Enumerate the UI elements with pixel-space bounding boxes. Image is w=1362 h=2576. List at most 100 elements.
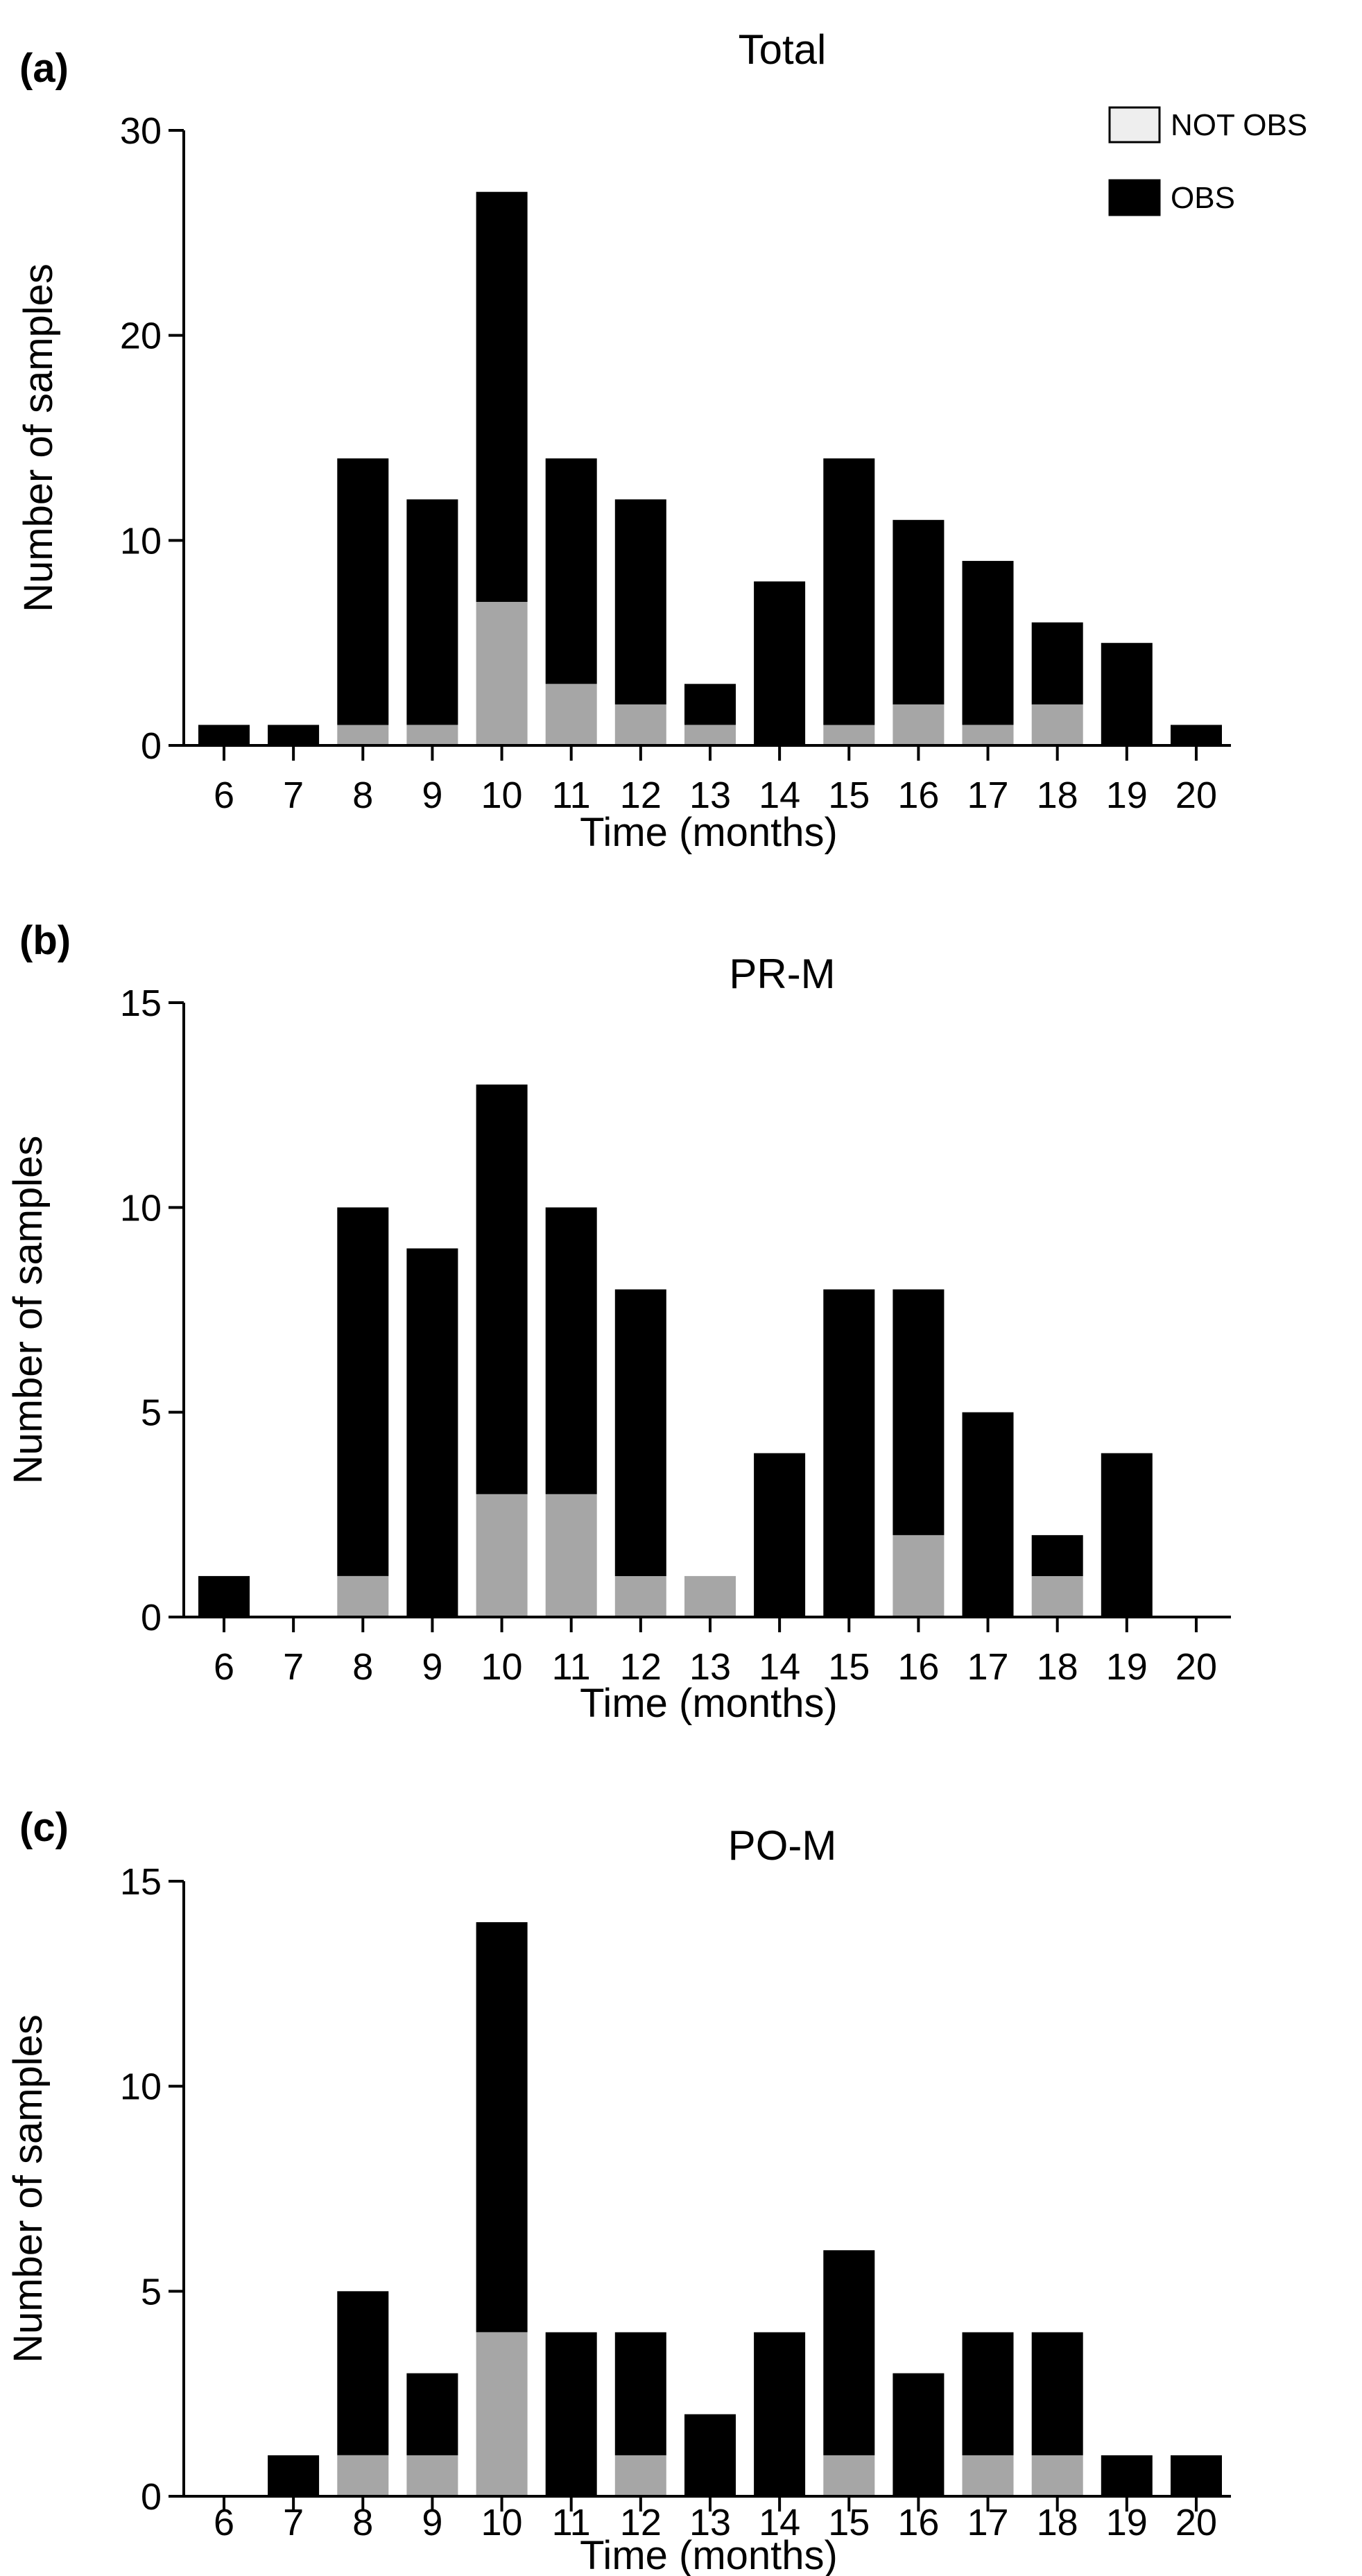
bar-not-obs [476,602,528,745]
bar-obs [268,2455,320,2496]
x-tick-label: 12 [620,775,662,816]
x-tick-label: 6 [214,775,234,816]
x-tick-label: 8 [352,2502,373,2543]
bar-obs [1171,2455,1222,2496]
bar-not-obs [1031,704,1083,745]
bar-not-obs [823,2455,875,2496]
x-tick-label: 17 [967,1646,1009,1688]
bar-obs [406,2373,458,2455]
chart-title: Total [739,26,827,73]
panel-label: (a) [19,46,69,91]
bar-not-obs [476,1494,528,1617]
bar-obs [337,1207,389,1576]
x-tick-label: 13 [689,2502,731,2543]
x-tick-label: 6 [214,1646,234,1688]
bar-not-obs [893,1535,945,1617]
x-tick-label: 13 [689,775,731,816]
y-axis-label: Number of samples [16,263,61,612]
x-tick-label: 19 [1106,775,1148,816]
y-tick-label: 0 [141,1597,162,1639]
x-tick-label: 7 [283,2502,304,2543]
panel-label: (c) [19,1805,69,1850]
y-tick-label: 10 [120,2066,162,2108]
bar-obs [337,2291,389,2455]
x-tick-label: 9 [422,2502,442,2543]
x-tick-label: 15 [828,1646,870,1688]
y-tick-label: 20 [120,315,162,357]
y-tick-label: 10 [120,1187,162,1229]
bar-obs [893,2373,945,2496]
y-tick-label: 5 [141,2271,162,2313]
x-tick-label: 14 [759,775,800,816]
bar-obs [1101,643,1153,745]
x-tick-label: 10 [481,2502,523,2543]
bar-obs [1031,1535,1083,1576]
x-tick-label: 14 [759,1646,800,1688]
x-tick-label: 18 [1037,2502,1078,2543]
x-tick-label: 11 [552,1646,591,1688]
bar-obs [337,458,389,725]
x-tick-label: 12 [620,1646,662,1688]
x-tick-label: 8 [352,1646,373,1688]
bar-obs [684,2414,736,2496]
x-tick-label: 9 [422,1646,442,1688]
bar-obs [614,499,666,704]
bar-obs [476,1922,528,2333]
y-tick-label: 0 [141,725,162,767]
bar-obs [754,581,806,745]
x-tick-label: 12 [620,2502,662,2543]
bar-obs [614,2332,666,2455]
bar-not-obs [545,1494,597,1617]
bar-obs [545,458,597,684]
panel-label: (b) [19,918,71,963]
bar-obs [476,191,528,602]
bar-obs [684,684,736,725]
x-tick-label: 20 [1175,2502,1217,2543]
bar-obs [962,1412,1014,1617]
x-tick-label: 15 [828,2502,870,2543]
x-tick-label: 20 [1175,775,1217,816]
bar-obs [1101,1453,1153,1617]
bar-not-obs [406,2455,458,2496]
bar-not-obs [684,725,736,745]
bar-obs [1031,2332,1083,2455]
bar-not-obs [476,2332,528,2496]
legend-swatch-not-obs [1108,106,1161,144]
bar-obs [198,725,250,745]
x-tick-label: 9 [422,775,442,816]
bar-obs [1031,622,1083,704]
bar-not-obs [1031,2455,1083,2496]
x-tick-label: 7 [283,775,304,816]
x-tick-label: 16 [897,775,939,816]
x-tick-label: 16 [897,1646,939,1688]
bar-obs [198,1575,250,1617]
bar-obs [823,458,875,725]
bar-obs [823,2250,875,2455]
x-tick-label: 20 [1175,1646,1217,1688]
bar-obs [614,1289,666,1576]
bar-not-obs [614,1575,666,1617]
bar-not-obs [893,704,945,745]
bar-obs [545,2332,597,2496]
bar-obs [823,1289,875,1617]
bar-obs [1101,2455,1153,2496]
x-tick-label: 18 [1037,775,1078,816]
bar-not-obs [337,2455,389,2496]
y-tick-label: 0 [141,2476,162,2518]
y-axis-label: Number of samples [6,2014,51,2363]
x-tick-label: 8 [352,775,373,816]
x-tick-label: 7 [283,1646,304,1688]
bar-not-obs [962,725,1014,745]
x-tick-label: 19 [1106,2502,1148,2543]
legend-swatch-obs [1108,179,1161,216]
bar-obs [476,1084,528,1494]
bar-obs [962,560,1014,725]
x-axis-label: Time (months) [580,2533,838,2576]
bar-obs [406,499,458,725]
bar-not-obs [337,725,389,745]
bar-not-obs [614,704,666,745]
legend-label: OBS [1171,181,1235,215]
bar-obs [754,1453,806,1617]
bar-obs [545,1207,597,1494]
x-tick-label: 16 [897,2502,939,2543]
